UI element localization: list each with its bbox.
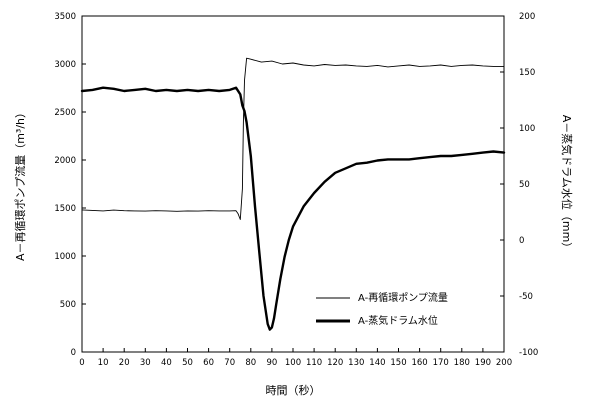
left-tick-label: 2500 xyxy=(54,108,76,118)
x-tick-label: 170 xyxy=(433,358,449,368)
right-axis-title: A－蒸気ドラム水位（mm） xyxy=(560,115,574,254)
left-tick-label: 3000 xyxy=(54,60,76,70)
x-tick-label: 50 xyxy=(182,358,193,368)
x-tick-label: 30 xyxy=(140,358,151,368)
x-tick-label: 70 xyxy=(224,358,235,368)
right-axis: -100 -50 0 50 100 150 200 xyxy=(500,12,538,358)
left-tick-label: 0 xyxy=(71,348,76,358)
legend-label-level: A-蒸気ドラム水位 xyxy=(358,314,438,327)
right-tick-label: 200 xyxy=(519,12,535,22)
legend: A-再循環ポンプ流量 A-蒸気ドラム水位 xyxy=(316,291,448,327)
right-tick-label: 150 xyxy=(519,68,535,78)
left-tick-label: 500 xyxy=(60,300,76,310)
right-tick-label: 100 xyxy=(519,124,535,134)
x-tick-label: 140 xyxy=(369,358,385,368)
left-axis: 0 500 1000 1500 2000 2500 3000 3500 xyxy=(54,12,86,358)
x-tick-label: 0 xyxy=(79,358,84,368)
series-layer xyxy=(80,57,506,331)
left-tick-label: 3500 xyxy=(54,12,76,22)
x-tick-label: 180 xyxy=(454,358,470,368)
x-tick-label: 80 xyxy=(245,358,256,368)
left-tick-label: 2000 xyxy=(54,156,76,166)
legend-label-flow: A-再循環ポンプ流量 xyxy=(358,291,448,304)
x-tick-label: 190 xyxy=(475,358,491,368)
right-tick-label: -100 xyxy=(519,348,538,358)
x-tick-label: 200 xyxy=(496,358,512,368)
right-tick-label: 0 xyxy=(519,236,524,246)
series-line-pump-flow xyxy=(81,57,505,220)
right-tick-label: -50 xyxy=(519,292,533,302)
left-tick-label: 1000 xyxy=(54,252,76,262)
x-tick-label: 10 xyxy=(98,358,109,368)
x-tick-label: 60 xyxy=(203,358,214,368)
x-tick-label: 20 xyxy=(119,358,130,368)
x-tick-label: 40 xyxy=(161,358,172,368)
x-axis-title: 時間（秒） xyxy=(266,383,321,397)
right-tick-label: 50 xyxy=(519,180,530,190)
left-tick-label: 1500 xyxy=(54,204,76,214)
x-tick-label: 90 xyxy=(266,358,277,368)
series-line-drum-level xyxy=(80,86,506,331)
x-tick-label: 120 xyxy=(327,358,343,368)
left-axis-title: A－再循環ポンプ流量（m³/h） xyxy=(13,107,27,261)
x-tick-label: 110 xyxy=(306,358,322,368)
x-tick-label: 130 xyxy=(348,358,364,368)
x-tick-label: 100 xyxy=(285,358,301,368)
x-tick-label: 150 xyxy=(390,358,406,368)
x-tick-label: 160 xyxy=(411,358,427,368)
x-axis: 0 10 20 30 40 50 60 70 80 90 100 110 120 130 140 150 160… xyxy=(79,348,512,368)
